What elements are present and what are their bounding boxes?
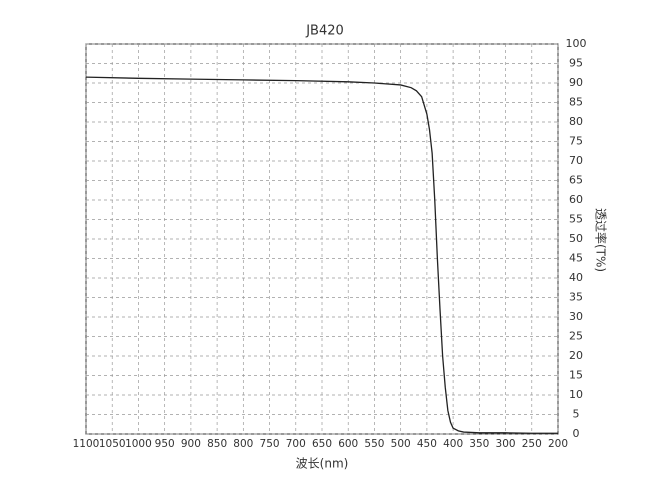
x-tick-label: 850 (207, 438, 227, 450)
x-tick-label: 300 (496, 438, 516, 450)
data-line (85, 76, 558, 434)
y-tick-label: 55 (569, 213, 583, 226)
y-tick-label: 60 (569, 193, 583, 206)
x-tick-label: 900 (181, 438, 201, 450)
y-tick-label: 70 (569, 154, 583, 167)
x-axis-label: 波长(nm) (296, 457, 349, 471)
x-tick-label: 200 (548, 438, 568, 450)
y-tick-label: 0 (573, 427, 580, 440)
y-tick-label: 40 (569, 271, 583, 284)
y-tick-label: 75 (569, 135, 583, 148)
x-tick-label: 550 (364, 438, 384, 450)
y-tick-label: 15 (569, 369, 583, 382)
x-tick-label: 250 (522, 438, 542, 450)
y-tick-label: 85 (569, 96, 583, 109)
y-tick-label: 5 (573, 408, 580, 421)
y-tick-label: 30 (569, 310, 583, 323)
y-tick-label: 45 (569, 252, 583, 265)
y-tick-label: 25 (569, 330, 583, 343)
x-tick-label: 450 (417, 438, 437, 450)
y-axis-label: 透过率(T%) (594, 208, 609, 272)
x-tick-label: 1050 (99, 438, 126, 450)
y-tick-label: 90 (569, 76, 583, 89)
x-tick-label: 800 (233, 438, 253, 450)
x-tick-label: 750 (260, 438, 280, 450)
y-tick-label: 100 (566, 37, 587, 50)
x-tick-label: 950 (155, 438, 175, 450)
x-tick-label: 1100 (73, 438, 100, 450)
y-tick-label: 80 (569, 115, 583, 128)
y-tick-label: 65 (569, 174, 583, 187)
chart-title: JB420 (305, 24, 344, 39)
x-tick-label: 500 (391, 438, 411, 450)
x-tick-label: 700 (286, 438, 306, 450)
y-tick-label: 50 (569, 232, 583, 245)
y-tick-label: 95 (569, 57, 583, 70)
y-tick-label: 10 (569, 388, 583, 401)
y-tick-label: 35 (569, 291, 583, 304)
x-tick-label: 350 (469, 438, 489, 450)
x-tick-label: 1000 (125, 438, 152, 450)
x-tick-label: 650 (312, 438, 332, 450)
x-tick-label: 600 (338, 438, 358, 450)
y-tick-label: 20 (569, 349, 583, 362)
x-tick-label: 400 (443, 438, 463, 450)
